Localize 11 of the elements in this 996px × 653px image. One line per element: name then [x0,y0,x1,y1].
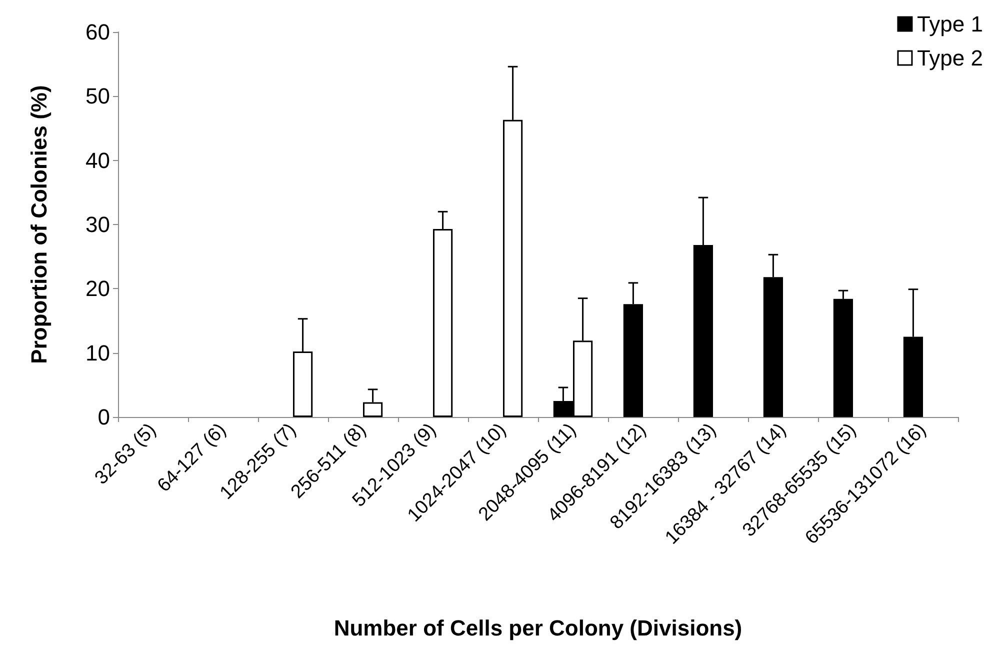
y-tick-label: 50 [86,84,110,109]
x-axis-title: Number of Cells per Colony (Divisions) [334,616,742,640]
y-tick-label: 10 [86,340,110,366]
y-axis-title: Proportion of Colonies (%) [26,85,52,364]
y-tick-label: 0 [98,404,110,430]
y-tick-label: 30 [86,212,110,237]
y-tick-label: 60 [86,20,110,44]
y-tick-label: 20 [86,276,110,302]
legend-label: Type 1 [916,12,984,36]
legend-label: Type 2 [916,46,984,70]
y-tick-label: 40 [86,148,110,173]
